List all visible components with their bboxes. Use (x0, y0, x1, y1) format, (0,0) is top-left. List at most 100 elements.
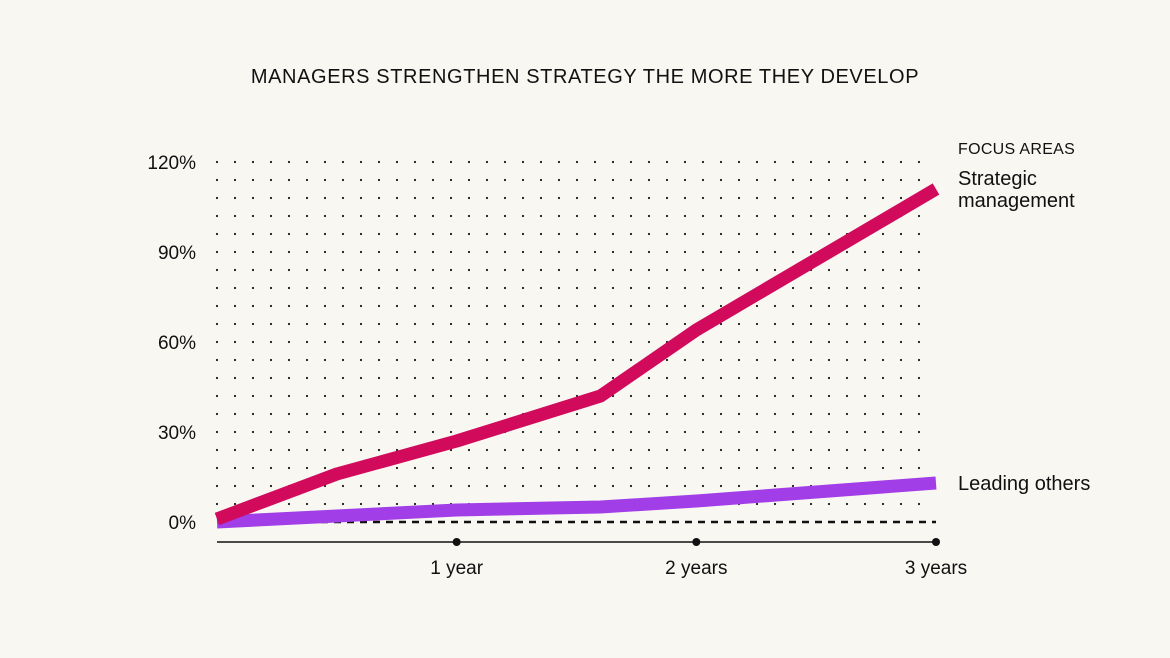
grid-dot (395, 160, 399, 164)
grid-dot (629, 466, 633, 470)
grid-dot (251, 484, 255, 488)
grid-dot (917, 376, 921, 380)
grid-dot (269, 484, 273, 488)
grid-dot (413, 286, 417, 290)
grid-dot (215, 304, 219, 308)
y-tick-label: 0% (169, 513, 197, 534)
grid-dot (413, 178, 417, 182)
grid-dot (377, 376, 381, 380)
grid-dot (521, 286, 525, 290)
grid-dot (539, 160, 543, 164)
grid-dot (485, 214, 489, 218)
grid-dot (467, 250, 471, 254)
grid-dot (773, 340, 777, 344)
grid-dot (881, 178, 885, 182)
grid-dot (413, 376, 417, 380)
grid-dot (917, 250, 921, 254)
grid-dot (647, 412, 651, 416)
grid-dot (719, 214, 723, 218)
grid-dot (611, 358, 615, 362)
grid-dot (863, 196, 867, 200)
grid-dot (341, 484, 345, 488)
grid-dot (755, 340, 759, 344)
grid-dot (845, 304, 849, 308)
grid-dot (665, 304, 669, 308)
grid-dot (557, 304, 561, 308)
grid-dot (395, 268, 399, 272)
grid-dot (359, 448, 363, 452)
grid-dot (791, 214, 795, 218)
grid-dot (521, 250, 525, 254)
grid-dot (521, 160, 525, 164)
grid-dot (503, 358, 507, 362)
dotted-grid (215, 160, 921, 506)
grid-dot (665, 376, 669, 380)
grid-dot (251, 412, 255, 416)
grid-dot (251, 340, 255, 344)
grid-dot (557, 250, 561, 254)
grid-dot (557, 430, 561, 434)
grid-dot (701, 466, 705, 470)
grid-dot (395, 412, 399, 416)
grid-dot (503, 484, 507, 488)
grid-dot (431, 232, 435, 236)
grid-dot (395, 340, 399, 344)
grid-dot (215, 358, 219, 362)
grid-dot (881, 286, 885, 290)
grid-dot (323, 466, 327, 470)
grid-dot (917, 412, 921, 416)
grid-dot (611, 160, 615, 164)
grid-dot (431, 304, 435, 308)
grid-dot (233, 394, 237, 398)
grid-dot (467, 412, 471, 416)
grid-dot (737, 196, 741, 200)
grid-dot (827, 160, 831, 164)
grid-dot (323, 394, 327, 398)
grid-dot (881, 196, 885, 200)
grid-dot (359, 394, 363, 398)
grid-dot (323, 304, 327, 308)
grid-dot (629, 322, 633, 326)
grid-dot (827, 358, 831, 362)
grid-dot (557, 340, 561, 344)
grid-dot (215, 394, 219, 398)
grid-dot (827, 394, 831, 398)
grid-dot (341, 340, 345, 344)
grid-dot (395, 250, 399, 254)
grid-dot (305, 466, 309, 470)
grid-dot (665, 232, 669, 236)
grid-dot (485, 358, 489, 362)
grid-dot (755, 412, 759, 416)
grid-dot (269, 466, 273, 470)
series-line-leading-others (216, 476, 937, 529)
grid-dot (773, 430, 777, 434)
grid-dot (287, 448, 291, 452)
grid-dot (791, 430, 795, 434)
grid-dot (665, 160, 669, 164)
grid-dot (449, 466, 453, 470)
grid-dot (251, 394, 255, 398)
grid-dot (251, 178, 255, 182)
grid-dot (575, 412, 579, 416)
grid-dot (269, 304, 273, 308)
grid-dot (593, 484, 597, 488)
grid-dot (629, 232, 633, 236)
series-label-leading-others: Leading others (958, 473, 1090, 495)
grid-dot (287, 376, 291, 380)
grid-dot (539, 430, 543, 434)
grid-dot (737, 412, 741, 416)
grid-dot (611, 196, 615, 200)
grid-dot (521, 322, 525, 326)
grid-dot (251, 322, 255, 326)
grid-dot (755, 448, 759, 452)
grid-dot (413, 502, 417, 506)
grid-dot (809, 502, 813, 506)
grid-dot (521, 214, 525, 218)
grid-dot (485, 268, 489, 272)
y-tick-label: 60% (158, 333, 196, 354)
grid-dot (899, 304, 903, 308)
grid-dot (359, 286, 363, 290)
grid-dot (323, 376, 327, 380)
grid-dot (593, 322, 597, 326)
grid-dot (233, 502, 237, 506)
